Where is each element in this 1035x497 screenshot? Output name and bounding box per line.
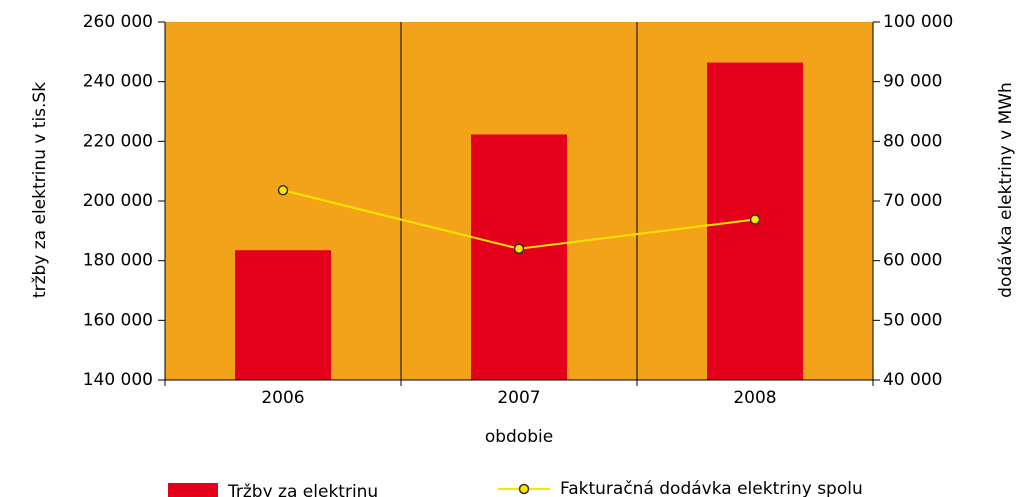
x-tick-label: 2007: [497, 388, 540, 408]
y2-tick-label: 60 000: [883, 251, 942, 271]
bar: [471, 134, 567, 380]
line-marker: [749, 214, 761, 225]
y2-tick-label: 100 000: [883, 12, 953, 32]
line-marker: [513, 243, 525, 254]
y-tick-label: 220 000: [83, 131, 153, 151]
bar: [235, 250, 331, 380]
y-tick-label: 200 000: [83, 191, 153, 211]
y2-axis-title: dodávka elektriny v MWh: [996, 82, 1016, 298]
y-tick-label: 240 000: [83, 72, 153, 92]
legend-label: Fakturačná dodávka elektriny spolu: [560, 479, 863, 497]
y2-tick-label: 90 000: [883, 72, 942, 92]
legend-label: Tržby za elektrinu: [227, 482, 378, 497]
y2-tick-label: 80 000: [883, 131, 942, 151]
x-tick-label: 2006: [261, 388, 304, 408]
line-marker: [277, 185, 289, 196]
x-axis-title: obdobie: [485, 427, 553, 447]
y-axis-title: tržby za elektrinu v tis.Sk: [30, 81, 50, 299]
y-tick-label: 260 000: [83, 12, 153, 32]
y-tick-label: 140 000: [83, 370, 153, 390]
y2-tick-label: 50 000: [883, 310, 942, 330]
y2-tick-label: 70 000: [883, 191, 942, 211]
y2-tick-label: 40 000: [883, 370, 942, 390]
y-tick-label: 180 000: [83, 251, 153, 271]
legend-swatch: [168, 483, 218, 497]
legend-marker: [518, 483, 530, 495]
x-tick-label: 2008: [733, 388, 776, 408]
y-tick-label: 160 000: [83, 310, 153, 330]
